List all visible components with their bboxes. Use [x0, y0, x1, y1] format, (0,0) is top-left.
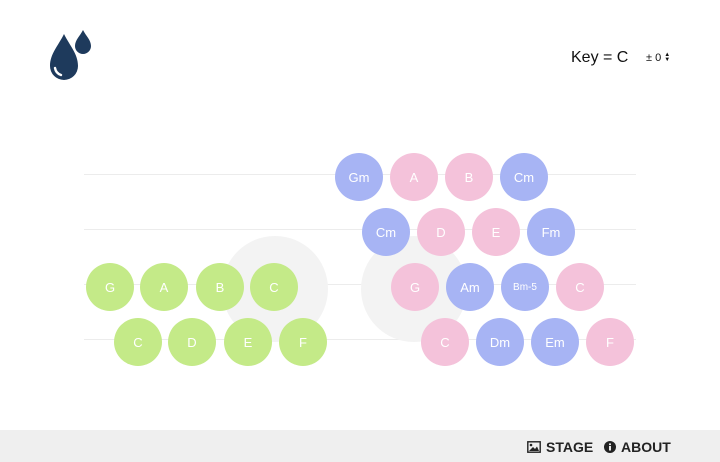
- chord-button[interactable]: C: [114, 318, 162, 366]
- water-drops-logo: [50, 30, 91, 80]
- guide-line: [84, 229, 636, 230]
- info-circle-icon: [604, 441, 616, 453]
- chord-button[interactable]: Cm: [500, 153, 548, 201]
- about-link[interactable]: ABOUT: [604, 439, 671, 455]
- chord-button[interactable]: C: [556, 263, 604, 311]
- chord-button[interactable]: B: [196, 263, 244, 311]
- image-icon: [527, 441, 541, 453]
- chord-button[interactable]: Dm: [476, 318, 524, 366]
- guide-line: [84, 284, 636, 285]
- about-label: ABOUT: [621, 439, 671, 455]
- chord-button[interactable]: Gm: [335, 153, 383, 201]
- chord-button[interactable]: C: [421, 318, 469, 366]
- chord-button[interactable]: D: [168, 318, 216, 366]
- chord-button[interactable]: B: [445, 153, 493, 201]
- guide-line: [84, 339, 636, 340]
- chord-button[interactable]: A: [390, 153, 438, 201]
- stage-label: STAGE: [546, 439, 594, 455]
- transpose-stepper[interactable]: ± 0 ▲ ▼: [646, 52, 670, 64]
- chord-button[interactable]: Em: [531, 318, 579, 366]
- chord-button[interactable]: Bm-5: [501, 263, 549, 311]
- key-label: Key = C: [571, 49, 629, 66]
- chord-button[interactable]: G: [391, 263, 439, 311]
- chord-button[interactable]: F: [279, 318, 327, 366]
- chord-button[interactable]: F: [586, 318, 634, 366]
- chord-button[interactable]: E: [224, 318, 272, 366]
- stepper-arrows-icon[interactable]: ▲ ▼: [664, 52, 671, 63]
- chord-button[interactable]: Fm: [527, 208, 575, 256]
- footer-bar: STAGE ABOUT: [0, 430, 720, 462]
- chord-button[interactable]: D: [417, 208, 465, 256]
- chord-button[interactable]: C: [250, 263, 298, 311]
- chord-button[interactable]: Am: [446, 263, 494, 311]
- chord-button[interactable]: A: [140, 263, 188, 311]
- stage-link[interactable]: STAGE: [527, 439, 593, 455]
- chord-button[interactable]: Cm: [362, 208, 410, 256]
- chord-button[interactable]: G: [86, 263, 134, 311]
- chord-button[interactable]: E: [472, 208, 520, 256]
- transpose-value: ± 0: [646, 52, 662, 64]
